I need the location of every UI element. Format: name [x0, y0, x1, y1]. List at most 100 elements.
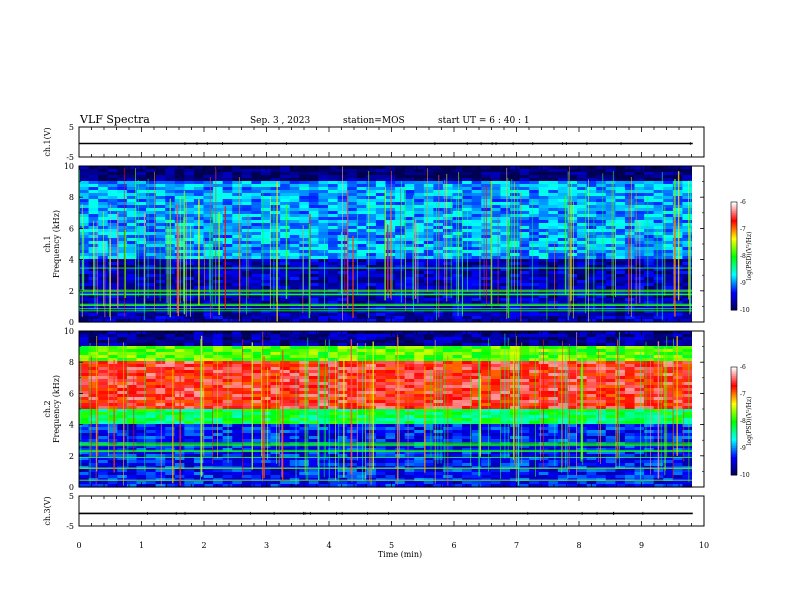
spectrogram-cell [155, 229, 166, 233]
spectrogram-cell [98, 166, 109, 170]
spectrogram-cell [117, 355, 128, 359]
spectrogram-cell [328, 316, 339, 320]
spectrogram-cell [462, 319, 473, 323]
spectrogram-cell [107, 253, 118, 257]
spectrogram-cell [318, 193, 329, 197]
spectrogram-cell [672, 355, 684, 359]
spectrogram-cell [136, 277, 147, 281]
spectrogram-cell [203, 223, 214, 227]
spectrogram-cell [414, 337, 425, 341]
spectrogram-cell [414, 247, 425, 251]
spectrogram-cell [88, 187, 99, 191]
spectrogram-cell [471, 238, 482, 242]
spectrogram-cell [433, 373, 444, 377]
spectrogram-cell [347, 340, 358, 344]
spectrogram-cell [404, 343, 415, 347]
spectrogram-cell [366, 229, 377, 233]
spectrogram-cell [155, 244, 166, 248]
spectrogram-cell [510, 184, 521, 188]
spectrogram-cell [174, 346, 185, 350]
spectrogram-cell [251, 277, 262, 281]
spectrogram-cell [289, 382, 300, 386]
spectrogram-cell [337, 184, 348, 188]
spectrogram-cell [375, 370, 387, 374]
spectrogram-cell [452, 373, 463, 377]
spectrogram-cell [442, 313, 454, 317]
spectrogram-cell [586, 199, 597, 203]
spectrogram-cell [146, 217, 157, 221]
spectrogram-cell [548, 241, 559, 245]
spectrogram-cell [289, 388, 300, 392]
spectrogram-cell [481, 340, 492, 344]
spectrogram-cell [126, 388, 138, 392]
spectrogram-cell [586, 382, 597, 386]
spectrogram-cell [260, 172, 272, 176]
spectrogram-cell [519, 244, 530, 248]
spectrogram-cell [423, 208, 434, 212]
spectrogram-cell [356, 226, 367, 230]
spectrogram-cell [548, 172, 559, 176]
spectrogram-cell [567, 208, 578, 212]
spectrogram-cell [414, 166, 425, 170]
spectrogram-cell [375, 166, 387, 170]
spectrogram-cell [146, 268, 157, 272]
spectrogram-cell [280, 334, 291, 338]
spectrogram-cell [644, 367, 655, 371]
spectrogram-cell [366, 331, 377, 335]
spectrogram-cell [299, 298, 310, 302]
spectrogram-cell [270, 205, 281, 209]
spectrogram-cell [490, 253, 502, 257]
spectrogram-cell [318, 229, 329, 233]
spectrogram-cell [270, 364, 281, 368]
spectrogram-cell [126, 337, 138, 341]
spectrogram-cell [117, 169, 128, 173]
spectrogram-cell [375, 343, 387, 347]
spectrogram-cell [596, 175, 607, 179]
spectrogram-cell [605, 379, 616, 383]
spectrogram-cell [529, 247, 540, 251]
spectrogram-cell [644, 259, 655, 263]
spectrogram-cell [375, 367, 387, 371]
spectrogram-cell [366, 271, 377, 275]
spectrogram-cell [146, 271, 157, 275]
spectrogram-cell [337, 217, 348, 221]
spectrogram-cell [452, 211, 463, 215]
spectrogram-cell [423, 187, 434, 191]
spectrogram-cell [414, 202, 425, 206]
spectrogram-cell [490, 331, 502, 335]
spectrogram-cell [596, 262, 607, 266]
spectrogram-cell [251, 295, 262, 299]
spectrogram-cell [548, 274, 559, 278]
spectrogram-cell [577, 298, 588, 302]
spectrogram-cell [260, 232, 272, 236]
spectrogram-cell [260, 370, 272, 374]
spectrogram-cell [366, 178, 377, 182]
spectrogram-cell [232, 382, 243, 386]
spectrogram-cell [375, 229, 387, 233]
spectrogram-cell [356, 220, 367, 224]
spectrogram-cell [79, 298, 90, 302]
spectrogram-cell [126, 190, 138, 194]
spectrogram-cell [251, 373, 262, 377]
spectrogram-cell [328, 187, 339, 191]
spectrogram-cell [280, 385, 291, 389]
spectrogram-cell [586, 256, 597, 260]
spectrogram-cell [280, 319, 291, 323]
spectrogram-cell [213, 379, 224, 383]
spectrogram-cell [347, 220, 358, 224]
spectrogram-cell [577, 208, 588, 212]
spectrogram-cell [375, 355, 387, 359]
spectrogram-cell [490, 379, 502, 383]
spectrogram-cell [452, 169, 463, 173]
spectrogram-cell [241, 223, 253, 227]
spectrogram-cell [596, 223, 607, 227]
spectrogram-cell [577, 352, 588, 356]
spectrogram-cell [136, 187, 147, 191]
spectrogram-cell [126, 259, 138, 263]
spectrogram-cell [213, 376, 224, 380]
spectrogram-cell [433, 295, 444, 299]
spectrogram-cell [519, 226, 530, 230]
spectrogram-cell [404, 235, 415, 239]
spectrogram-cell [165, 358, 176, 362]
spectrogram-cell [375, 223, 387, 227]
